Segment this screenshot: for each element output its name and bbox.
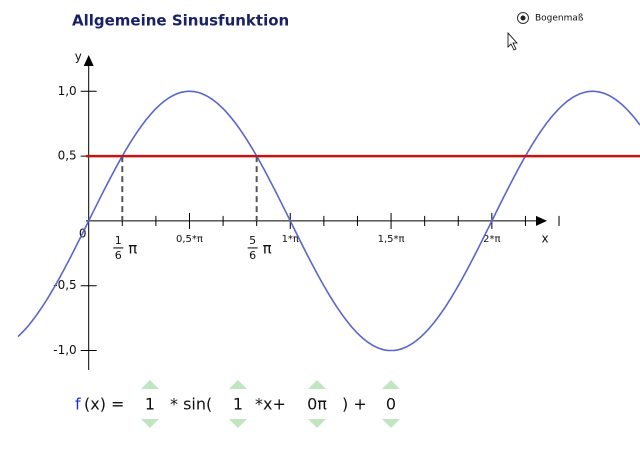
x-tick-label: 0,5*π bbox=[176, 234, 203, 245]
radio-label[interactable]: Bogenmaß bbox=[535, 14, 584, 24]
solution-numerator: 5 bbox=[249, 234, 256, 247]
x-axis-label: x bbox=[541, 231, 548, 245]
y-arrow bbox=[83, 55, 94, 66]
y-tick-label: -1,0 bbox=[53, 343, 76, 357]
solution-numerator: 1 bbox=[115, 234, 122, 247]
spin-up[interactable] bbox=[382, 380, 400, 389]
cursor bbox=[507, 31, 518, 51]
y-axis-label: y bbox=[75, 50, 82, 64]
solution-symbol: π bbox=[128, 239, 137, 257]
spin-up[interactable] bbox=[141, 380, 159, 389]
amplitude[interactable]: 1 bbox=[145, 395, 155, 414]
spin-up[interactable] bbox=[229, 380, 247, 389]
formula-x: *x+ bbox=[255, 395, 286, 414]
spin-down[interactable] bbox=[382, 419, 400, 428]
spin-down[interactable] bbox=[229, 419, 247, 428]
spin-down[interactable] bbox=[308, 419, 326, 428]
solution-denominator: 6 bbox=[115, 249, 122, 262]
x-tick-label: 2*π bbox=[483, 234, 500, 245]
offset[interactable]: 0 bbox=[386, 395, 396, 414]
x-tick-label: 1,5*π bbox=[378, 234, 405, 245]
y-tick-label: 0,5 bbox=[58, 149, 77, 163]
solution-symbol: π bbox=[263, 239, 272, 257]
title: Allgemeine Sinusfunktion bbox=[72, 12, 289, 30]
function-name: f bbox=[75, 395, 81, 414]
x-arrow bbox=[536, 215, 547, 226]
formula-head: (x) = bbox=[84, 395, 124, 414]
frequency[interactable]: 1 bbox=[233, 395, 243, 414]
radio-dot bbox=[520, 15, 526, 21]
formula-sin: * sin( bbox=[170, 395, 212, 414]
spin-up[interactable] bbox=[308, 380, 326, 389]
spin-down[interactable] bbox=[141, 419, 159, 428]
formula-close: ) + bbox=[342, 395, 367, 414]
y-tick-label: -0,5 bbox=[53, 278, 76, 292]
solution-denominator: 6 bbox=[249, 249, 256, 262]
radio[interactable]: Bogenmaß bbox=[517, 12, 584, 24]
x-tick-label: 1*π bbox=[282, 234, 299, 245]
phase[interactable]: 0π bbox=[307, 395, 327, 414]
y-tick-label: 1,0 bbox=[58, 84, 77, 98]
